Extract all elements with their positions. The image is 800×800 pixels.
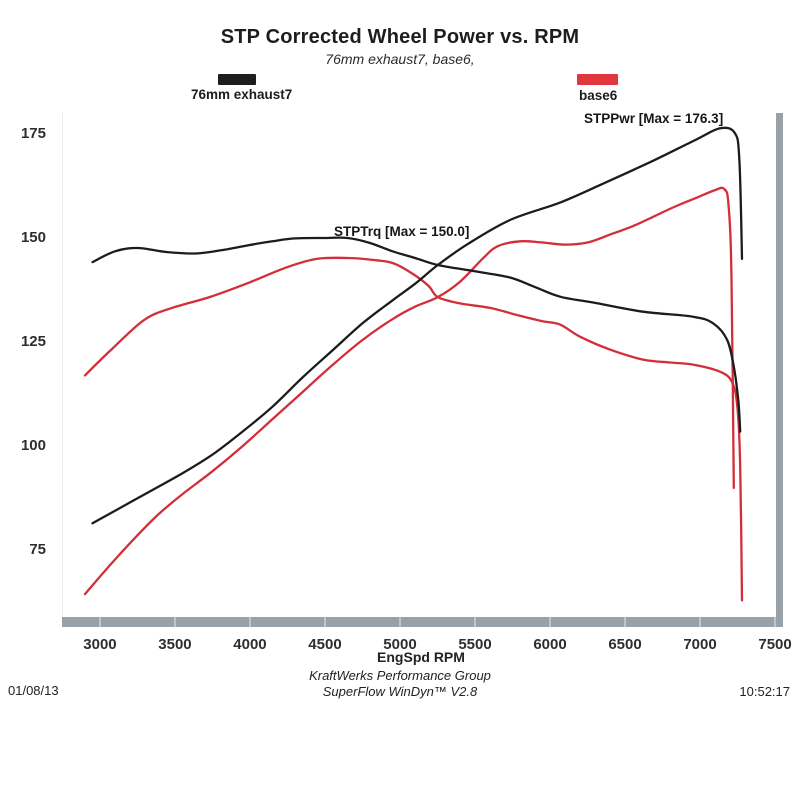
legend-swatch-76mm-exhaust7 [218,74,256,85]
y-tick-label-175: 175 [20,124,46,142]
curve-76mm-exhaust7-power [91,126,744,525]
footer-credit-line2: SuperFlow WinDyn™ V2.8 [322,684,478,699]
x-tick-label-3000: 3000 [83,636,117,653]
legend-label-76mm-exhaust7: 76mm exhaust7 [191,87,293,102]
x-tick-label-6500: 6500 [608,636,642,653]
chart-subtitle: 76mm exhaust7, base6, [325,51,475,67]
legend-label-base6: base6 [579,88,618,103]
curve-base6-torque [83,256,744,602]
x-tick-label-7000: 7000 [683,636,717,653]
right-axis-bar [776,113,783,627]
x-tick-label-6000: 6000 [533,636,567,653]
x-tick-label-7500: 7500 [758,636,792,653]
x-axis-tick-notch [699,617,702,627]
x-tick-label-4000: 4000 [233,636,267,653]
legend-swatch-base6 [577,74,618,85]
y-tick-label-125: 125 [20,333,46,351]
curve-76mm-exhaust7-torque [91,236,742,433]
x-axis-tick-notch [323,617,326,627]
y-tick-label-75: 75 [29,541,46,559]
y-tick-label-100: 100 [20,437,46,455]
x-axis-tick-notch [624,617,627,627]
curve-base6-power [83,186,735,596]
annotation-stptrq-max: STPTrq [Max = 150.0] [334,224,470,239]
x-axis-tick-notch [248,617,251,627]
x-axis-tick-notch [549,617,552,627]
footer-date: 01/08/13 [8,683,59,698]
x-axis-tick-notch [173,617,176,627]
x-axis-title: EngSpd RPM [377,649,465,665]
x-axis-tick-notch [774,617,777,627]
x-tick-label-3500: 3500 [158,636,192,653]
x-axis-bar [62,617,783,627]
x-tick-label-5500: 5500 [458,636,492,653]
footer-time: 10:52:17 [739,684,790,699]
x-tick-label-5000: 5000 [383,636,417,653]
x-tick-label-4500: 4500 [308,636,342,653]
annotation-stppwr-max: STPPwr [Max = 176.3] [584,111,724,126]
plot-left-edge [62,113,63,617]
x-axis-tick-notch [98,617,101,627]
footer-credit-line1: KraftWerks Performance Group [309,668,491,683]
chart-title: STP Corrected Wheel Power vs. RPM [220,26,580,48]
footer-credit: KraftWerks Performance Group SuperFlow W… [0,668,800,700]
x-axis-tick-notch [474,617,476,627]
y-tick-label-150: 150 [20,228,46,246]
x-axis-tick-notch [398,617,401,627]
